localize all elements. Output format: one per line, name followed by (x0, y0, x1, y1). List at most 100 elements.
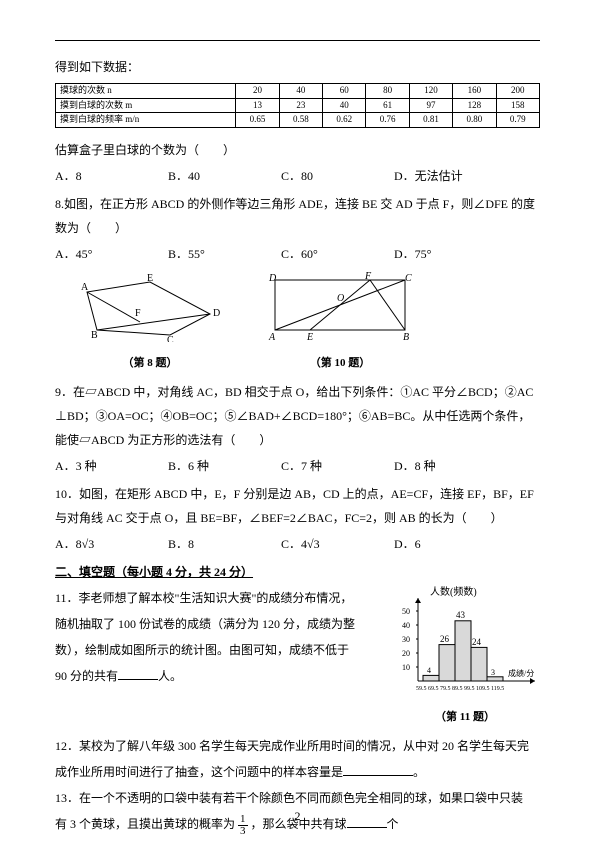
cell: 60 (323, 84, 366, 99)
fig10-svg: A B C D E F O (255, 272, 425, 342)
fig8-caption: （第 8 题） (75, 352, 225, 374)
q8-opt-d: D．75° (394, 242, 431, 266)
svg-text:C: C (405, 273, 412, 284)
cell: 0.58 (279, 113, 322, 128)
svg-text:E: E (147, 273, 153, 284)
q8-options: A．45° B．55° C．60° D．75° (55, 242, 540, 266)
q12-line2a: 成作业所用时间进行了抽查，这个问题中的样本容量是 (55, 765, 343, 779)
blank (118, 668, 158, 680)
q7-opt-c: C．80 (281, 164, 391, 188)
cell: 160 (453, 84, 496, 99)
page: 得到如下数据： 摸球的次数 n 20 40 60 80 120 160 200 … (0, 0, 595, 842)
svg-text:C: C (167, 335, 174, 342)
cell: 120 (409, 84, 452, 99)
blank (343, 764, 413, 776)
svg-text:10: 10 (402, 663, 410, 672)
lead-text: 得到如下数据： (55, 55, 540, 79)
section-2-heading: 二、填空题（每小题 4 分，共 24 分） (55, 560, 540, 584)
svg-text:人数(频数): 人数(频数) (430, 586, 477, 598)
svg-text:43: 43 (456, 610, 466, 620)
q11-caption: （第 11 题） (390, 706, 540, 728)
q9-options: A．3 种 B．6 种 C．7 种 D．8 种 (55, 454, 540, 478)
q7-stem: 估算盒子里白球的个数为（ ） (55, 138, 540, 162)
q9-opt-b: B．6 种 (168, 454, 278, 478)
cell: 80 (366, 84, 409, 99)
q10-opt-a: A．8√3 (55, 532, 165, 556)
cell: 摸到白球的频率 m/n (56, 113, 236, 128)
figure-8: A B C D E F （第 8 题） (75, 272, 225, 374)
svg-text:F: F (364, 272, 372, 282)
figure-10: A B C D E F O （第 10 题） (255, 272, 425, 374)
q9-stem: 9．在▱ABCD 中，对角线 AC，BD 相交于点 O，给出下列条件：①AC 平… (55, 380, 540, 452)
q10-opt-d: D．6 (394, 532, 421, 556)
fig10-caption: （第 10 题） (255, 352, 425, 374)
svg-text:3: 3 (491, 668, 495, 677)
q10-opt-c: C．4√3 (281, 532, 391, 556)
q11-block: 人数(频数) 10 20 30 40 50 4 26 43 24 (55, 586, 540, 728)
cell: 61 (366, 98, 409, 113)
q8-opt-c: C．60° (281, 242, 391, 266)
q12-line1: 12．某校为了解八年级 300 名学生每天完成作业所用时间的情况，从中对 20 … (55, 734, 540, 758)
q10-stem: 10．如图，在矩形 ABCD 中，E，F 分别是边 AB，CD 上的点，AE=C… (55, 482, 540, 530)
q10-options: A．8√3 B．8 C．4√3 D．6 (55, 532, 540, 556)
svg-text:D: D (268, 273, 277, 284)
q10-opt-b: B．8 (168, 532, 278, 556)
q8-stem: 8.如图，在正方形 ABCD 的外侧作等边三角形 ADE，连接 BE 交 AD … (55, 192, 540, 240)
cell: 摸到白球的次数 m (56, 98, 236, 113)
svg-text:E: E (306, 332, 313, 342)
page-number: 2 (0, 804, 595, 828)
cell: 23 (279, 98, 322, 113)
cell: 200 (496, 84, 539, 99)
q9-opt-a: A．3 种 (55, 454, 165, 478)
cell: 0.62 (323, 113, 366, 128)
svg-text:4: 4 (427, 666, 431, 675)
cell: 0.80 (453, 113, 496, 128)
cell: 20 (236, 84, 279, 99)
svg-text:成绩/分: 成绩/分 (508, 668, 534, 678)
svg-text:A: A (268, 332, 276, 342)
figures-row: A B C D E F （第 8 题） A B C D E F (55, 272, 540, 374)
q9-opt-c: C．7 种 (281, 454, 391, 478)
q7-options: A．8 B．40 C．80 D．无法估计 (55, 164, 540, 188)
svg-text:20: 20 (402, 649, 410, 658)
cell: 0.76 (366, 113, 409, 128)
svg-text:26: 26 (440, 634, 450, 644)
q7-opt-b: B．40 (168, 164, 278, 188)
q11-chart: 人数(频数) 10 20 30 40 50 4 26 43 24 (390, 586, 540, 728)
q11-line4b: 人。 (158, 669, 182, 683)
q9-opt-d: D．8 种 (394, 454, 436, 478)
svg-text:B: B (403, 332, 409, 342)
svg-text:A: A (81, 282, 89, 293)
cell: 40 (279, 84, 322, 99)
svg-text:50: 50 (402, 607, 410, 616)
q8-opt-a: A．45° (55, 242, 165, 266)
svg-text:30: 30 (402, 635, 410, 644)
q12-line2: 成作业所用时间进行了抽查，这个问题中的样本容量是 。 (55, 760, 540, 784)
cell: 0.79 (496, 113, 539, 128)
cell: 97 (409, 98, 452, 113)
q11-chart-svg: 人数(频数) 10 20 30 40 50 4 26 43 24 (390, 586, 540, 696)
top-rule (55, 40, 540, 41)
cell: 摸球的次数 n (56, 84, 236, 99)
cell: 40 (323, 98, 366, 113)
svg-text:59.5 69.5 79.5 89.5 99.5 109.5: 59.5 69.5 79.5 89.5 99.5 109.5 119.5 (416, 686, 504, 692)
svg-text:D: D (213, 308, 220, 319)
fig8-svg: A B C D E F (75, 272, 225, 342)
table-row: 摸到白球的频率 m/n 0.65 0.58 0.62 0.76 0.81 0.8… (56, 113, 540, 128)
q12-line2b: 。 (413, 765, 425, 779)
q7-opt-a: A．8 (55, 164, 165, 188)
svg-text:B: B (91, 330, 98, 341)
table-row: 摸球的次数 n 20 40 60 80 120 160 200 (56, 84, 540, 99)
q8-opt-b: B．55° (168, 242, 278, 266)
cell: 0.65 (236, 113, 279, 128)
q11-line4a: 90 分的共有 (55, 669, 118, 683)
svg-text:O: O (337, 293, 344, 304)
cell: 158 (496, 98, 539, 113)
cell: 13 (236, 98, 279, 113)
frequency-table: 摸球的次数 n 20 40 60 80 120 160 200 摸到白球的次数 … (55, 83, 540, 128)
q7-opt-d: D．无法估计 (394, 164, 463, 188)
svg-text:40: 40 (402, 621, 410, 630)
cell: 128 (453, 98, 496, 113)
svg-text:24: 24 (472, 637, 482, 647)
svg-text:F: F (135, 308, 141, 319)
